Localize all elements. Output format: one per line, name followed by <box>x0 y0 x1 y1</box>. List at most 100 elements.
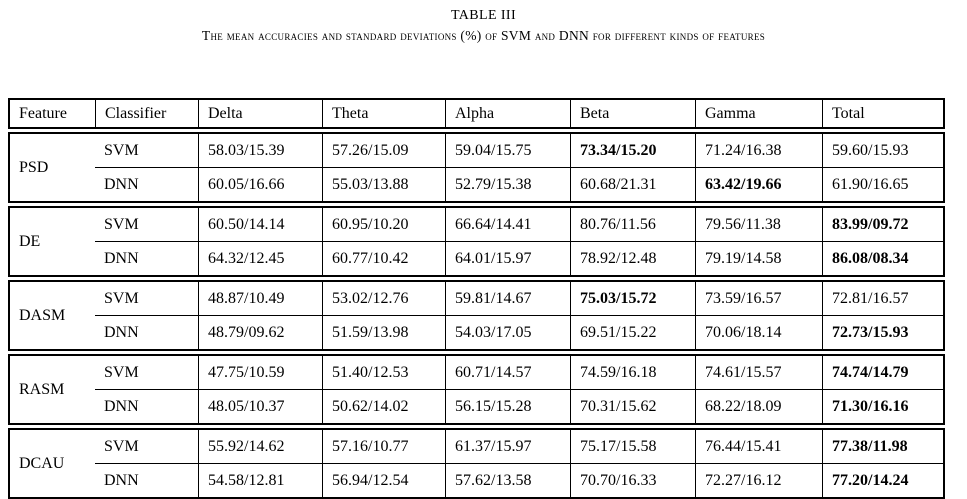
table-cell: 73.34/15.20 <box>570 134 695 167</box>
table-cell: 56.15/15.28 <box>445 390 570 423</box>
feature-label: DCAU <box>19 454 65 472</box>
table-cell: 64.32/12.45 <box>198 242 322 275</box>
feature-group-dcau: DCAU SVM 55.92/14.62 57.16/10.77 61.37/1… <box>8 428 945 499</box>
table-cell: 60.77/10.42 <box>322 242 445 275</box>
table-row: DNN 48.05/10.37 50.62/14.02 56.15/15.28 … <box>95 390 943 423</box>
table-cell: 60.95/10.20 <box>322 208 445 241</box>
header-cell-theta: Theta <box>322 100 445 127</box>
feature-label: DASM <box>19 306 66 324</box>
classifier-label: SVM <box>104 289 139 307</box>
table-cell: 60.50/14.14 <box>198 208 322 241</box>
table-cell: 60.68/21.31 <box>570 168 695 201</box>
table-cell: 74.74/14.79 <box>822 356 943 389</box>
table-cell: 63.42/19.66 <box>695 168 822 201</box>
header-cell-gamma: Gamma <box>695 100 822 127</box>
table-cell: 73.59/16.57 <box>695 282 822 315</box>
table-cell: 77.20/14.24 <box>822 464 943 497</box>
header-cell-feature: Feature <box>19 104 67 122</box>
table-cell: 61.37/15.97 <box>445 430 570 463</box>
table-cell: 54.03/17.05 <box>445 316 570 349</box>
table-cell: 58.03/15.39 <box>198 134 322 167</box>
table-cell: 75.17/15.58 <box>570 430 695 463</box>
table-cell: 72.73/15.93 <box>822 316 943 349</box>
table-cell: 79.19/14.58 <box>695 242 822 275</box>
table-cell: 50.62/14.02 <box>322 390 445 423</box>
table-cell: 66.64/14.41 <box>445 208 570 241</box>
table-cell: 57.26/15.09 <box>322 134 445 167</box>
table-row: SVM 47.75/10.59 51.40/12.53 60.71/14.57 … <box>95 356 943 390</box>
table-cell: 60.05/16.66 <box>198 168 322 201</box>
header-cell-delta: Delta <box>198 100 322 127</box>
table-cell: 69.51/15.22 <box>570 316 695 349</box>
table-row: DNN 64.32/12.45 60.77/10.42 64.01/15.97 … <box>95 242 943 275</box>
header-cell-beta: Beta <box>570 100 695 127</box>
table-cell: 75.03/15.72 <box>570 282 695 315</box>
classifier-label: DNN <box>104 397 139 415</box>
table-cell: 71.24/16.38 <box>695 134 822 167</box>
table-header-row: Feature Classifier Delta Theta Alpha Bet… <box>8 98 945 129</box>
table-row: SVM 55.92/14.62 57.16/10.77 61.37/15.97 … <box>95 430 943 464</box>
classifier-label: SVM <box>104 141 139 159</box>
table-cell: 51.59/13.98 <box>322 316 445 349</box>
feature-group-rasm: RASM SVM 47.75/10.59 51.40/12.53 60.71/1… <box>8 354 945 425</box>
table-cell: 54.58/12.81 <box>198 464 322 497</box>
table-cell: 59.81/14.67 <box>445 282 570 315</box>
table-cell: 51.40/12.53 <box>322 356 445 389</box>
table-cell: 55.92/14.62 <box>198 430 322 463</box>
table-row: DNN 54.58/12.81 56.94/12.54 57.62/13.58 … <box>95 464 943 497</box>
feature-group-de: DE SVM 60.50/14.14 60.95/10.20 66.64/14.… <box>8 206 945 277</box>
classifier-label: DNN <box>104 249 139 267</box>
table-cell: 70.70/16.33 <box>570 464 695 497</box>
header-cell-total: Total <box>822 100 943 127</box>
table-cell: 80.76/11.56 <box>570 208 695 241</box>
table-row: SVM 58.03/15.39 57.26/15.09 59.04/15.75 … <box>95 134 943 168</box>
table-cell: 52.79/15.38 <box>445 168 570 201</box>
table-cell: 64.01/15.97 <box>445 242 570 275</box>
table-cell: 59.60/15.93 <box>822 134 943 167</box>
classifier-label: SVM <box>104 363 139 381</box>
table-cell: 72.27/16.12 <box>695 464 822 497</box>
feature-group-dasm: DASM SVM 48.87/10.49 53.02/12.76 59.81/1… <box>8 280 945 351</box>
table-cell: 48.87/10.49 <box>198 282 322 315</box>
table-cell: 72.81/16.57 <box>822 282 943 315</box>
header-cell-classifier: Classifier <box>95 100 198 127</box>
table-cell: 74.61/15.57 <box>695 356 822 389</box>
feature-label: RASM <box>19 380 65 398</box>
classifier-label: DNN <box>104 471 139 489</box>
table-cell: 55.03/13.88 <box>322 168 445 201</box>
table-cell: 59.04/15.75 <box>445 134 570 167</box>
table-cell: 48.05/10.37 <box>198 390 322 423</box>
table-title: TABLE III <box>450 8 517 23</box>
feature-label: DE <box>19 232 41 250</box>
table-cell: 70.31/15.62 <box>570 390 695 423</box>
table-subtitle: The mean accuracies and standard deviati… <box>201 28 766 43</box>
classifier-label: SVM <box>104 215 139 233</box>
table-cell: 78.92/12.48 <box>570 242 695 275</box>
table-cell: 76.44/15.41 <box>695 430 822 463</box>
table-row: SVM 48.87/10.49 53.02/12.76 59.81/14.67 … <box>95 282 943 316</box>
table-row: SVM 60.50/14.14 60.95/10.20 66.64/14.41 … <box>95 208 943 242</box>
table-row: DNN 60.05/16.66 55.03/13.88 52.79/15.38 … <box>95 168 943 201</box>
classifier-label: DNN <box>104 323 139 341</box>
table-cell: 56.94/12.54 <box>322 464 445 497</box>
table-cell: 86.08/08.34 <box>822 242 943 275</box>
feature-group-psd: PSD SVM 58.03/15.39 57.26/15.09 59.04/15… <box>8 132 945 203</box>
table-cell: 77.38/11.98 <box>822 430 943 463</box>
table-caption: TABLE III The mean accuracies and standa… <box>0 8 967 44</box>
table-cell: 57.62/13.58 <box>445 464 570 497</box>
table-row: DNN 48.79/09.62 51.59/13.98 54.03/17.05 … <box>95 316 943 349</box>
table-cell: 61.90/16.65 <box>822 168 943 201</box>
table-cell: 83.99/09.72 <box>822 208 943 241</box>
feature-label: PSD <box>19 158 49 176</box>
table-cell: 57.16/10.77 <box>322 430 445 463</box>
table-cell: 53.02/12.76 <box>322 282 445 315</box>
classifier-label: DNN <box>104 175 139 193</box>
results-table: Feature Classifier Delta Theta Alpha Bet… <box>8 98 945 499</box>
header-cell-alpha: Alpha <box>445 100 570 127</box>
table-cell: 47.75/10.59 <box>198 356 322 389</box>
classifier-label: SVM <box>104 437 139 455</box>
table-cell: 68.22/18.09 <box>695 390 822 423</box>
table-cell: 71.30/16.16 <box>822 390 943 423</box>
table-cell: 60.71/14.57 <box>445 356 570 389</box>
table-cell: 79.56/11.38 <box>695 208 822 241</box>
